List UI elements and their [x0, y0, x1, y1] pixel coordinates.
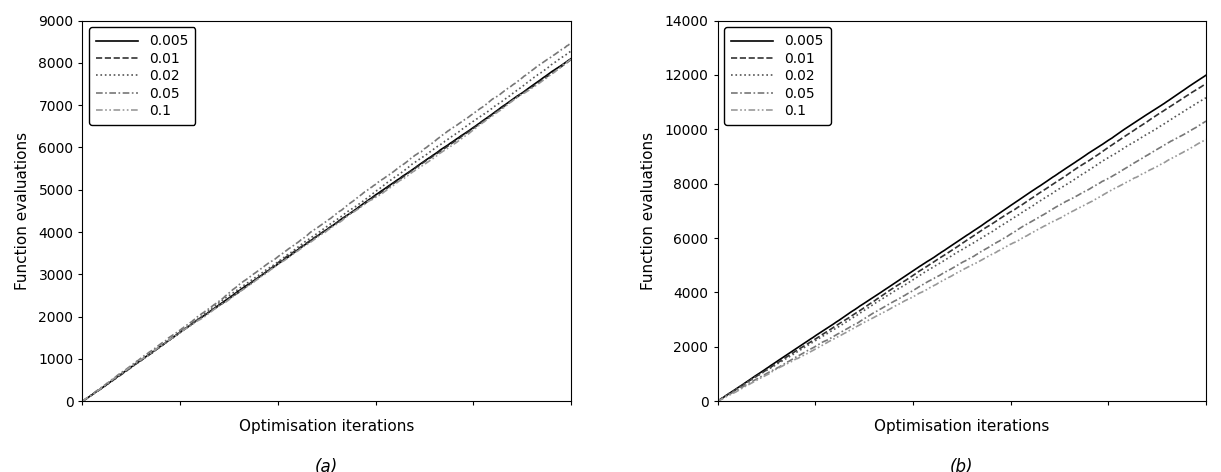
0.01	[1142, 117, 1156, 123]
0.05	[1175, 133, 1189, 138]
0.05	[1142, 151, 1156, 157]
0.005	[810, 332, 824, 338]
Line: 0.005: 0.005	[718, 75, 1206, 401]
0.005	[455, 132, 470, 137]
0.05	[76, 398, 90, 404]
0.1	[1199, 136, 1214, 142]
0.1	[740, 382, 755, 388]
0.005	[105, 378, 120, 383]
0.01	[76, 398, 90, 404]
0.1	[175, 329, 189, 335]
0.01	[1175, 96, 1189, 101]
0.05	[1090, 181, 1105, 187]
0.02	[455, 126, 470, 132]
0.02	[810, 337, 824, 343]
0.01	[711, 398, 725, 404]
Line: 0.05: 0.05	[718, 121, 1206, 401]
Y-axis label: Function evaluations: Function evaluations	[641, 132, 656, 290]
0.05	[540, 57, 554, 62]
0.1	[540, 75, 554, 80]
0.1	[711, 398, 725, 404]
Line: 0.1: 0.1	[83, 59, 571, 401]
0.05	[564, 40, 579, 46]
0.005	[507, 95, 521, 101]
Line: 0.01: 0.01	[718, 84, 1206, 401]
0.05	[455, 118, 470, 124]
0.005	[1109, 132, 1123, 138]
0.02	[1199, 95, 1214, 101]
0.02	[540, 65, 554, 71]
Legend: 0.005, 0.01, 0.02, 0.05, 0.1: 0.005, 0.01, 0.02, 0.05, 0.1	[89, 27, 195, 125]
0.05	[740, 381, 755, 387]
0.02	[474, 113, 488, 119]
0.1	[564, 56, 579, 62]
Text: (b): (b)	[950, 458, 973, 472]
Text: (a): (a)	[315, 458, 338, 472]
Line: 0.005: 0.005	[83, 59, 571, 401]
0.05	[105, 377, 120, 382]
X-axis label: Optimisation iterations: Optimisation iterations	[239, 419, 414, 434]
Y-axis label: Function evaluations: Function evaluations	[15, 132, 31, 290]
Line: 0.02: 0.02	[718, 98, 1206, 401]
0.01	[740, 379, 755, 385]
0.02	[175, 329, 189, 335]
0.05	[507, 81, 521, 86]
0.005	[740, 379, 755, 384]
0.1	[1090, 195, 1105, 201]
0.005	[564, 56, 579, 61]
0.005	[175, 328, 189, 334]
0.02	[564, 48, 579, 54]
0.005	[540, 72, 554, 78]
0.005	[1090, 144, 1105, 150]
0.1	[507, 97, 521, 102]
Legend: 0.005, 0.01, 0.02, 0.05, 0.1: 0.005, 0.01, 0.02, 0.05, 0.1	[724, 27, 830, 125]
0.01	[455, 133, 470, 138]
0.01	[105, 378, 120, 383]
0.05	[711, 398, 725, 404]
0.05	[175, 326, 189, 331]
0.01	[1109, 139, 1123, 145]
0.01	[474, 120, 488, 126]
0.01	[507, 96, 521, 102]
0.005	[474, 119, 488, 125]
0.005	[1199, 72, 1214, 78]
0.05	[1109, 171, 1123, 177]
X-axis label: Optimisation iterations: Optimisation iterations	[874, 419, 1049, 434]
Line: 0.01: 0.01	[83, 59, 571, 401]
0.01	[175, 328, 189, 334]
0.05	[1199, 118, 1214, 124]
0.01	[540, 74, 554, 79]
0.02	[1109, 150, 1123, 156]
0.1	[455, 135, 470, 141]
0.1	[474, 121, 488, 126]
0.005	[76, 398, 90, 404]
0.05	[474, 105, 488, 111]
0.02	[1142, 130, 1156, 136]
Line: 0.05: 0.05	[83, 43, 571, 401]
0.005	[711, 398, 725, 404]
0.02	[1090, 161, 1105, 167]
0.1	[76, 398, 90, 404]
0.02	[507, 90, 521, 95]
Line: 0.02: 0.02	[83, 51, 571, 401]
0.01	[564, 57, 579, 62]
0.1	[1142, 168, 1156, 173]
0.02	[105, 378, 120, 384]
0.02	[76, 398, 90, 404]
0.01	[810, 336, 824, 341]
0.1	[810, 346, 824, 351]
0.01	[1199, 81, 1214, 86]
0.02	[740, 379, 755, 385]
0.005	[1175, 88, 1189, 94]
0.01	[1090, 152, 1105, 158]
0.02	[1175, 110, 1189, 116]
0.1	[1109, 185, 1123, 191]
0.02	[711, 398, 725, 404]
0.1	[1175, 150, 1189, 156]
0.1	[105, 377, 120, 382]
Line: 0.1: 0.1	[718, 139, 1206, 401]
0.05	[810, 343, 824, 348]
0.005	[1142, 110, 1156, 116]
